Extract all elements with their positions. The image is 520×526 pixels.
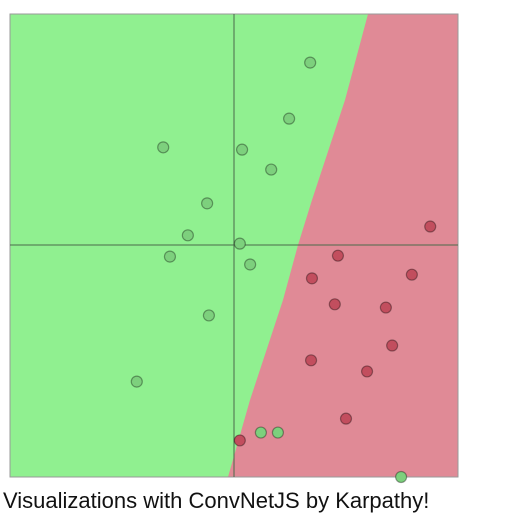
point — [233, 237, 246, 250]
point — [157, 141, 170, 154]
point — [271, 426, 285, 439]
point — [235, 143, 249, 156]
point — [305, 272, 319, 285]
point — [265, 163, 278, 176]
point — [304, 56, 317, 69]
point — [163, 250, 177, 263]
point — [379, 301, 392, 314]
point — [181, 229, 194, 242]
point — [304, 354, 318, 367]
point — [201, 197, 214, 210]
point — [386, 339, 399, 352]
point — [202, 309, 216, 322]
point — [130, 375, 143, 388]
point — [254, 426, 267, 439]
point — [395, 470, 408, 484]
point — [424, 220, 437, 233]
point — [233, 434, 246, 447]
point — [331, 249, 345, 262]
point — [405, 268, 418, 281]
point — [339, 412, 353, 425]
point — [360, 365, 374, 378]
caption: Visualizations with ConvNetJS by Karpath… — [3, 488, 429, 513]
point — [244, 258, 257, 271]
point — [328, 298, 341, 311]
point — [283, 112, 296, 125]
